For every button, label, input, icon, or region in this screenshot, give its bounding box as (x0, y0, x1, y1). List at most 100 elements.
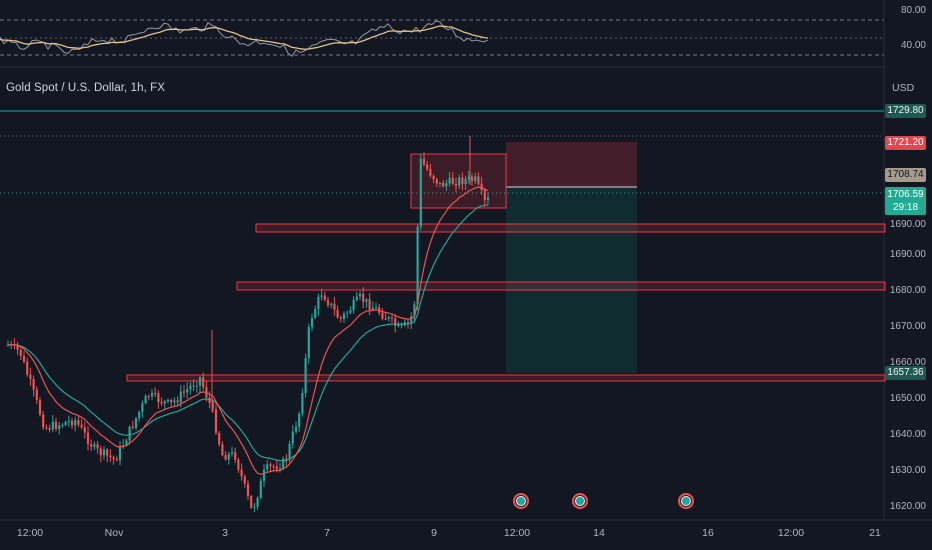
candle-body (307, 327, 310, 358)
candle-body (275, 466, 278, 470)
price-label: 1670.00 (889, 321, 926, 332)
candle-body (45, 427, 48, 429)
candle-body (358, 293, 362, 297)
candle-body (154, 392, 157, 394)
price-label: 1620.00 (889, 501, 926, 512)
candle-body (413, 304, 416, 317)
position-reward-zone[interactable] (506, 187, 637, 373)
candle-body (374, 307, 378, 309)
candle-body (246, 483, 250, 497)
economic-event-flag-icon[interactable] (572, 493, 588, 509)
candle-body (224, 455, 227, 460)
candle-body (250, 496, 253, 508)
price-label: 1650.00 (889, 393, 926, 404)
price-label: 1680.00 (889, 285, 926, 296)
candle-body (221, 444, 224, 456)
position-risk-zone[interactable] (506, 142, 637, 187)
candle-body (115, 458, 118, 461)
resistance-zone-upper[interactable] (255, 223, 886, 233)
entry-price-badge: 1708.74 (885, 168, 926, 182)
economic-event-flag-icon[interactable] (678, 493, 694, 509)
candle-body (422, 158, 426, 165)
candle-body (96, 444, 99, 449)
candle-body (179, 391, 182, 403)
time-label: 12:00 (777, 527, 805, 539)
candle-body (397, 324, 400, 327)
candle-body (74, 420, 77, 426)
rsi-label-80: 80.00 (900, 5, 926, 16)
candle-body (470, 176, 474, 181)
candle-body (336, 309, 339, 318)
candle-body (352, 300, 355, 311)
candle-body (371, 307, 374, 310)
candle-body (384, 318, 387, 320)
candle-body (240, 469, 243, 477)
candle-body (294, 426, 298, 432)
candle-body (448, 177, 451, 184)
candle-body (410, 316, 413, 323)
candle-body (90, 444, 93, 447)
candle-body (29, 374, 32, 380)
candle-body (454, 183, 458, 186)
candle-body (230, 452, 234, 454)
candle-body (32, 379, 35, 390)
candle-body (429, 168, 432, 176)
price-label: 1640.00 (889, 429, 926, 440)
resistance-zone-mid[interactable] (236, 281, 886, 291)
candle-body (355, 296, 358, 301)
candle-body (442, 182, 445, 187)
candle-body (93, 444, 96, 447)
candle-body (387, 317, 390, 319)
candle-body (285, 458, 288, 460)
rsi-label-40: 40.00 (900, 40, 926, 51)
candle-body (278, 468, 282, 470)
last-price-value: 1706.59 (887, 189, 924, 200)
candle-body (272, 466, 275, 468)
time-label: 7 (324, 527, 330, 539)
symbol-title[interactable]: Gold Spot / U.S. Dollar, 1h, FX (6, 82, 166, 94)
candlesticks (6, 136, 490, 512)
candle-body (259, 480, 262, 498)
support-zone[interactable] (126, 374, 886, 382)
candle-body (182, 391, 186, 393)
candle-body (390, 317, 394, 319)
candle-body (486, 197, 490, 201)
time-label: 14 (593, 527, 605, 539)
candle-body (400, 324, 403, 326)
candle-body (477, 176, 480, 184)
candle-body (80, 424, 83, 428)
economic-event-flag-icon[interactable] (513, 493, 529, 509)
candle-body (102, 449, 106, 456)
candle-body (243, 476, 246, 484)
candle-body (426, 164, 429, 169)
candle-body (131, 426, 134, 428)
candle-body (189, 385, 192, 390)
candle-body (64, 422, 67, 425)
candle-body (445, 183, 448, 187)
candle-body (173, 400, 176, 402)
candle-body (118, 446, 122, 461)
candle-body (330, 303, 333, 306)
candle-body (112, 457, 115, 459)
candle-body (291, 431, 294, 444)
candle-body (237, 459, 240, 470)
candle-body (163, 401, 166, 404)
candle-body (288, 443, 291, 460)
candle-body (147, 396, 150, 398)
candle-body (464, 179, 467, 185)
currency-label[interactable]: USD (892, 82, 915, 94)
candle-body (157, 393, 160, 403)
candle-body (266, 464, 269, 470)
stop-price-badge: 1721.20 (885, 136, 926, 150)
candle-body (467, 176, 470, 180)
candle-body (166, 399, 170, 402)
candle-body (38, 399, 42, 415)
candle-body (208, 397, 211, 404)
candle-body (317, 296, 320, 309)
candle-body (198, 377, 202, 386)
price-label: 1690.00 (889, 249, 926, 260)
candle-body (342, 313, 346, 319)
candle-body (458, 177, 461, 186)
rsi-pane (0, 19, 884, 57)
